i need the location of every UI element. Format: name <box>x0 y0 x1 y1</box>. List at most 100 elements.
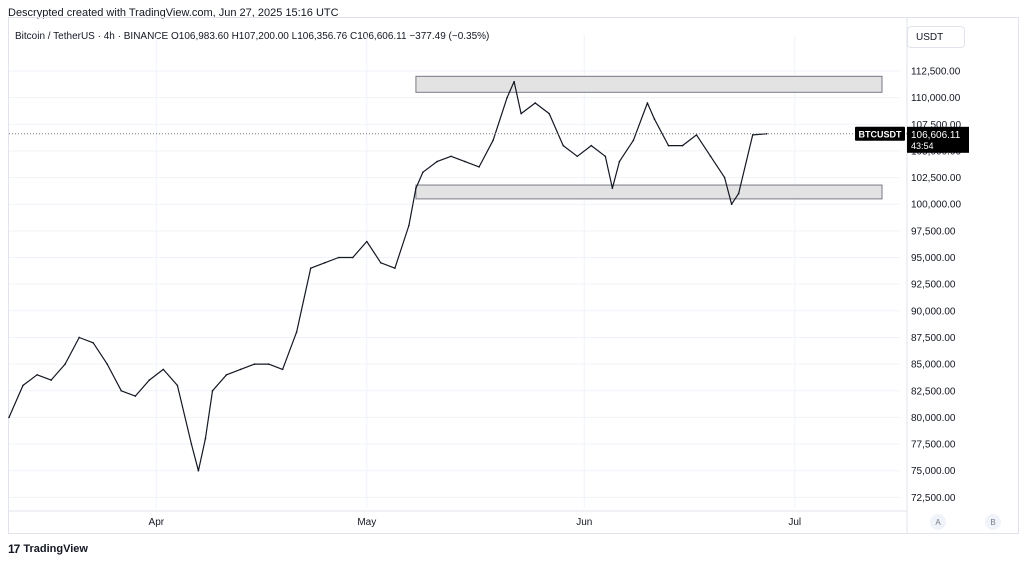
price-point <box>366 240 368 243</box>
y-tick-label: 112,500.00 <box>911 66 961 77</box>
price-point <box>709 155 712 158</box>
price-line <box>8 80 767 472</box>
y-tick-label: 72,500.00 <box>911 493 956 504</box>
price-point <box>450 155 452 158</box>
price-point <box>380 262 382 264</box>
y-tick-label: 97,500.00 <box>911 226 956 237</box>
price-point <box>562 144 565 147</box>
support-zone <box>415 184 883 200</box>
zones <box>415 75 883 200</box>
x-tick-label: May <box>357 517 376 528</box>
price-point <box>120 389 123 392</box>
price-point <box>534 102 536 104</box>
y-tick-label: 87,500.00 <box>911 333 956 344</box>
y-tick-label: 107,500.00 <box>911 120 961 131</box>
y-tick-label: 102,500.00 <box>911 173 961 184</box>
price-point <box>36 373 38 376</box>
x-tick-label: Jul <box>788 517 801 528</box>
price-point <box>751 134 754 136</box>
price-point <box>106 363 109 365</box>
price-point <box>408 224 410 227</box>
scale-button-b[interactable]: B <box>985 514 1001 530</box>
price-point <box>253 363 256 365</box>
price-point <box>267 363 270 365</box>
price-point <box>148 379 151 381</box>
y-tick-label: 92,500.00 <box>911 280 956 291</box>
price-point <box>8 416 10 419</box>
scale-button-a[interactable]: A <box>930 514 946 530</box>
price-point <box>422 171 424 174</box>
price-point <box>576 155 579 158</box>
x-tick-label: Jun <box>576 517 592 528</box>
y-tick-label: 77,500.00 <box>911 440 956 451</box>
symbol-tag-text: BTCUSDT <box>859 129 902 139</box>
price-point <box>723 176 726 179</box>
price-point <box>50 379 52 381</box>
price-point <box>492 139 494 142</box>
y-tick-label: 85,000.00 <box>911 360 956 371</box>
price-point <box>351 256 354 259</box>
y-tick-label: 82,500.00 <box>911 386 956 397</box>
last-price-text: 106,606.11 <box>911 130 961 141</box>
price-point <box>520 112 522 115</box>
price-point <box>323 262 326 264</box>
y-tick-label: 110,000.00 <box>911 93 961 104</box>
resistance-zone <box>415 75 883 93</box>
price-point <box>604 155 607 158</box>
price-point <box>64 363 66 365</box>
brand-name: TradingView <box>23 543 88 555</box>
countdown-text: 43:54 <box>911 141 934 151</box>
price-point <box>162 368 165 371</box>
price-point <box>337 256 340 259</box>
y-tick-label: 100,000.00 <box>911 200 961 211</box>
price-point <box>436 160 438 163</box>
grid-lines <box>8 17 908 534</box>
price-point <box>611 187 614 190</box>
price-point <box>239 368 242 371</box>
price-point <box>464 160 466 163</box>
y-tick-label: 80,000.00 <box>911 413 956 424</box>
price-point <box>22 384 24 387</box>
price-point <box>204 437 207 440</box>
price-point <box>695 134 698 136</box>
y-tick-label: 95,000.00 <box>911 253 956 264</box>
price-point <box>590 144 593 147</box>
y-tick-label: 75,000.00 <box>911 466 956 477</box>
chart-description: Descrypted created with TradingView.com,… <box>8 7 339 19</box>
price-point <box>618 160 621 163</box>
symbol-info: Bitcoin / TetherUS · 4h · BINANCE O106,9… <box>15 31 490 42</box>
price-point <box>281 368 284 371</box>
symbol-tag <box>855 126 905 141</box>
price-point <box>394 267 396 269</box>
chart-frame <box>8 17 1019 534</box>
price-point <box>653 118 656 120</box>
last-price-tag <box>907 126 969 153</box>
price-point <box>765 133 768 135</box>
price-point <box>176 384 179 387</box>
price-point <box>78 336 80 339</box>
price-point <box>92 341 94 344</box>
price-point <box>632 139 635 142</box>
y-tick-label: 90,000.00 <box>911 306 956 317</box>
x-axis-ticks: Apr May Jun Jul <box>149 517 802 528</box>
tradingview-footer: 17 TradingView <box>8 542 88 556</box>
price-point <box>646 102 649 104</box>
price-point <box>225 373 228 376</box>
price-point <box>513 80 515 83</box>
price-point <box>667 144 670 147</box>
price-point <box>737 192 740 195</box>
price-point <box>730 203 733 206</box>
price-point <box>506 96 508 99</box>
price-point <box>211 389 214 392</box>
price-point <box>197 469 200 472</box>
price-point <box>295 331 298 333</box>
price-series <box>8 80 768 472</box>
price-point <box>548 112 551 115</box>
price-point <box>309 267 312 269</box>
price-point <box>134 395 137 397</box>
price-point <box>681 144 684 147</box>
tradingview-logo-icon: 17 <box>8 542 20 556</box>
price-point <box>478 166 480 168</box>
